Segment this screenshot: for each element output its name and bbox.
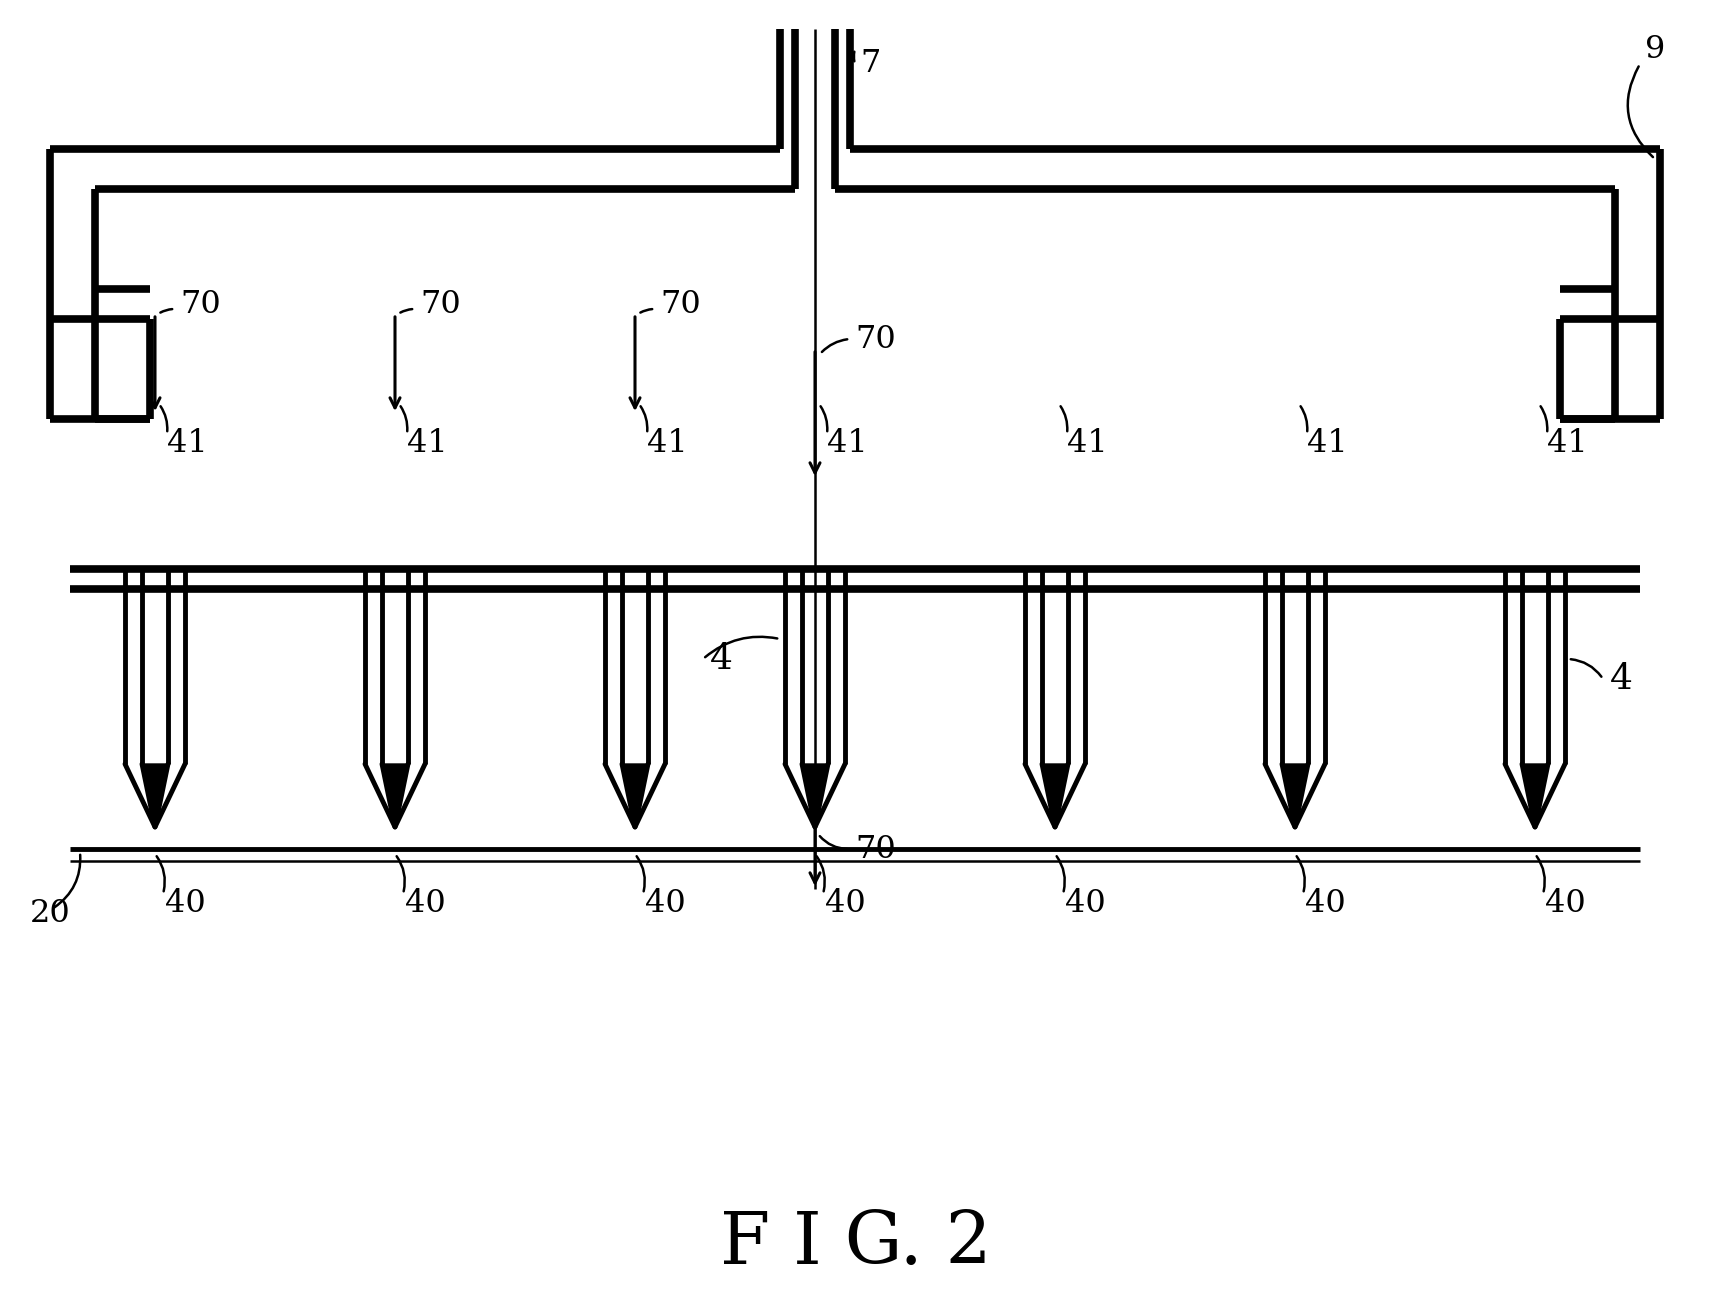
Text: 70: 70 <box>854 834 895 865</box>
Polygon shape <box>382 764 407 827</box>
Text: 70: 70 <box>180 288 221 320</box>
Text: 41: 41 <box>407 429 447 460</box>
Text: 41: 41 <box>1306 429 1347 460</box>
Text: 41: 41 <box>1067 429 1108 460</box>
Text: 4: 4 <box>1609 662 1633 696</box>
Text: 41: 41 <box>1548 429 1587 460</box>
Text: 40: 40 <box>1544 889 1585 920</box>
Polygon shape <box>142 764 168 827</box>
Text: 40: 40 <box>1305 889 1346 920</box>
Text: 40: 40 <box>645 889 687 920</box>
Text: 20: 20 <box>31 899 70 930</box>
Text: 7: 7 <box>859 48 880 79</box>
Text: 41: 41 <box>647 429 688 460</box>
Text: 70: 70 <box>419 288 461 320</box>
Polygon shape <box>1282 764 1308 827</box>
Text: 41: 41 <box>827 429 868 460</box>
Polygon shape <box>801 764 829 827</box>
Text: 40: 40 <box>1065 889 1106 920</box>
Polygon shape <box>621 764 649 827</box>
Text: 41: 41 <box>168 429 207 460</box>
Text: 70: 70 <box>661 288 700 320</box>
Polygon shape <box>1522 764 1548 827</box>
Text: 40: 40 <box>164 889 205 920</box>
Polygon shape <box>1043 764 1068 827</box>
Text: 70: 70 <box>854 323 895 355</box>
Text: 40: 40 <box>406 889 445 920</box>
Text: F I G. 2: F I G. 2 <box>721 1209 991 1280</box>
Text: 40: 40 <box>825 889 866 920</box>
Text: 4: 4 <box>710 642 733 675</box>
Text: 9: 9 <box>1645 34 1666 65</box>
